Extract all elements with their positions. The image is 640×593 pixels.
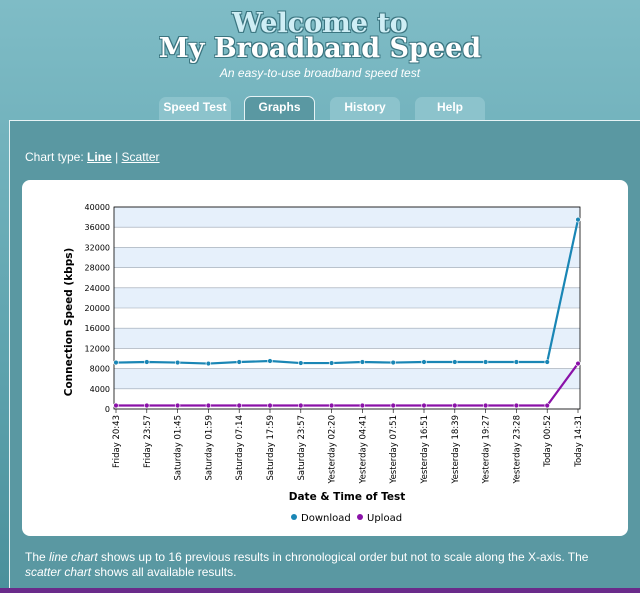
chart-type-separator: | <box>115 150 119 164</box>
y-tick-label: 28000 <box>85 264 110 273</box>
data-point-download <box>359 359 366 365</box>
x-tick-label: Yesterday 23:28 <box>512 415 522 484</box>
y-tick-label: 36000 <box>85 223 110 232</box>
data-point-upload <box>236 402 242 409</box>
plot-border <box>113 206 581 410</box>
y-tick-label: 24000 <box>85 284 110 293</box>
legend-label-upload: Upload <box>367 513 402 524</box>
data-point-upload <box>390 402 396 409</box>
y-tick-label: 40000 <box>85 203 110 212</box>
welcome-heading: Welcome to <box>232 8 408 39</box>
y-tick-label: 20000 <box>85 304 110 313</box>
data-point-upload <box>575 360 581 367</box>
data-point-download <box>575 216 581 223</box>
chart-container: 0 4000 8000 12000 16000 20000 24000 28000 32000 3… <box>22 180 628 536</box>
footnote-scatter-chart: scatter chart <box>25 565 92 579</box>
data-point-download <box>205 360 212 367</box>
data-point-upload <box>421 402 427 409</box>
data-point-download <box>390 359 396 366</box>
tab-help[interactable]: Help <box>415 97 485 121</box>
speed-line-chart: 0 4000 8000 12000 16000 20000 24000 28000 32000 3… <box>63 203 584 524</box>
legend-marker-download <box>291 514 297 520</box>
series-line-upload <box>116 362 579 407</box>
x-tick-label: Today 00:52 <box>543 415 553 468</box>
y-axis-title: Connection Speed (kbps) <box>63 248 75 397</box>
x-tick-label: Today 14:31 <box>574 415 584 468</box>
footnote-text-1: The <box>25 550 50 564</box>
footnote-line-chart: line chart <box>49 550 98 564</box>
x-tick-label: Saturday 07:14 <box>235 415 245 481</box>
data-point-download <box>513 359 520 365</box>
x-tick-label: Saturday 23:57 <box>297 415 307 481</box>
x-tick-label: Friday 23:57 <box>143 415 153 468</box>
x-tick-label: Yesterday 19:27 <box>482 415 492 484</box>
footnote-text-2: shows up to 16 previous results in chron… <box>97 550 589 564</box>
x-tick-label: Saturday 17:59 <box>266 415 276 481</box>
data-point-download <box>328 360 335 366</box>
x-tick-label: Yesterday 18:39 <box>451 415 461 484</box>
data-point-upload <box>513 402 520 409</box>
scatter-chart-link[interactable]: Scatter <box>121 150 160 164</box>
data-point-upload <box>113 402 119 409</box>
data-point-download <box>452 359 458 365</box>
chart-type-label: Chart type: <box>25 150 84 164</box>
series-line-download <box>115 219 580 365</box>
header: Welcome to My Broadband Speed An easy-to… <box>0 0 640 120</box>
y-tick-label: 0 <box>105 405 110 414</box>
data-point-download <box>298 360 304 366</box>
data-point-upload <box>267 402 273 409</box>
site-title: My Broadband Speed <box>158 33 482 64</box>
x-tick-label: Saturday 01:59 <box>204 415 214 481</box>
data-point-upload <box>482 402 489 409</box>
chart-type-selector: Chart type: Line | Scatter <box>25 150 160 164</box>
y-tick-label: 8000 <box>90 365 110 374</box>
tab-history[interactable]: History <box>330 97 400 121</box>
data-point-upload <box>452 402 458 409</box>
data-point-upload <box>205 402 212 409</box>
tab-speed-test[interactable]: Speed Test <box>159 97 231 121</box>
x-tick-label: Yesterday 07:51 <box>389 415 399 484</box>
y-tick-label: 4000 <box>90 385 110 394</box>
grid-band <box>114 207 580 228</box>
chart-footnote: The line chart shows up to 16 previous r… <box>25 550 625 580</box>
x-tick-label: Yesterday 02:20 <box>328 415 338 484</box>
data-point-upload <box>144 402 150 409</box>
data-point-upload <box>359 402 366 409</box>
grid-band <box>114 328 580 349</box>
data-point-upload <box>174 402 181 409</box>
y-tick-label: 16000 <box>85 324 110 333</box>
data-point-download <box>544 359 550 365</box>
line-chart-link[interactable]: Line <box>87 150 112 164</box>
site-tagline: An easy-to-use broadband speed test <box>219 66 421 80</box>
bottom-accent-bar <box>0 588 640 593</box>
data-point-download <box>421 359 427 365</box>
data-point-upload <box>328 402 335 409</box>
grid-band <box>114 247 580 268</box>
legend-label-download: Download <box>301 513 351 524</box>
x-tick-label: Saturday 01:45 <box>174 415 184 481</box>
grid-band <box>114 287 580 308</box>
x-tick-label: Yesterday 16:51 <box>420 415 430 484</box>
data-point-download <box>144 359 150 365</box>
y-tick-label: 12000 <box>85 344 110 353</box>
tab-graphs[interactable]: Graphs <box>244 96 315 122</box>
data-point-download <box>267 358 273 364</box>
data-point-download <box>113 359 119 366</box>
data-point-upload <box>544 402 550 409</box>
x-axis-title: Date & Time of Test <box>289 491 405 503</box>
grid-band <box>114 368 580 389</box>
x-tick-label: Yesterday 04:41 <box>358 415 368 484</box>
x-tick-label: Friday 20:43 <box>112 415 122 468</box>
footnote-text-3: shows all available results. <box>91 565 237 579</box>
data-point-download <box>482 359 489 365</box>
data-point-download <box>236 359 242 365</box>
y-tick-label: 32000 <box>85 243 110 252</box>
data-point-download <box>174 359 181 366</box>
data-point-upload <box>298 402 304 409</box>
legend-marker-upload <box>357 514 363 520</box>
